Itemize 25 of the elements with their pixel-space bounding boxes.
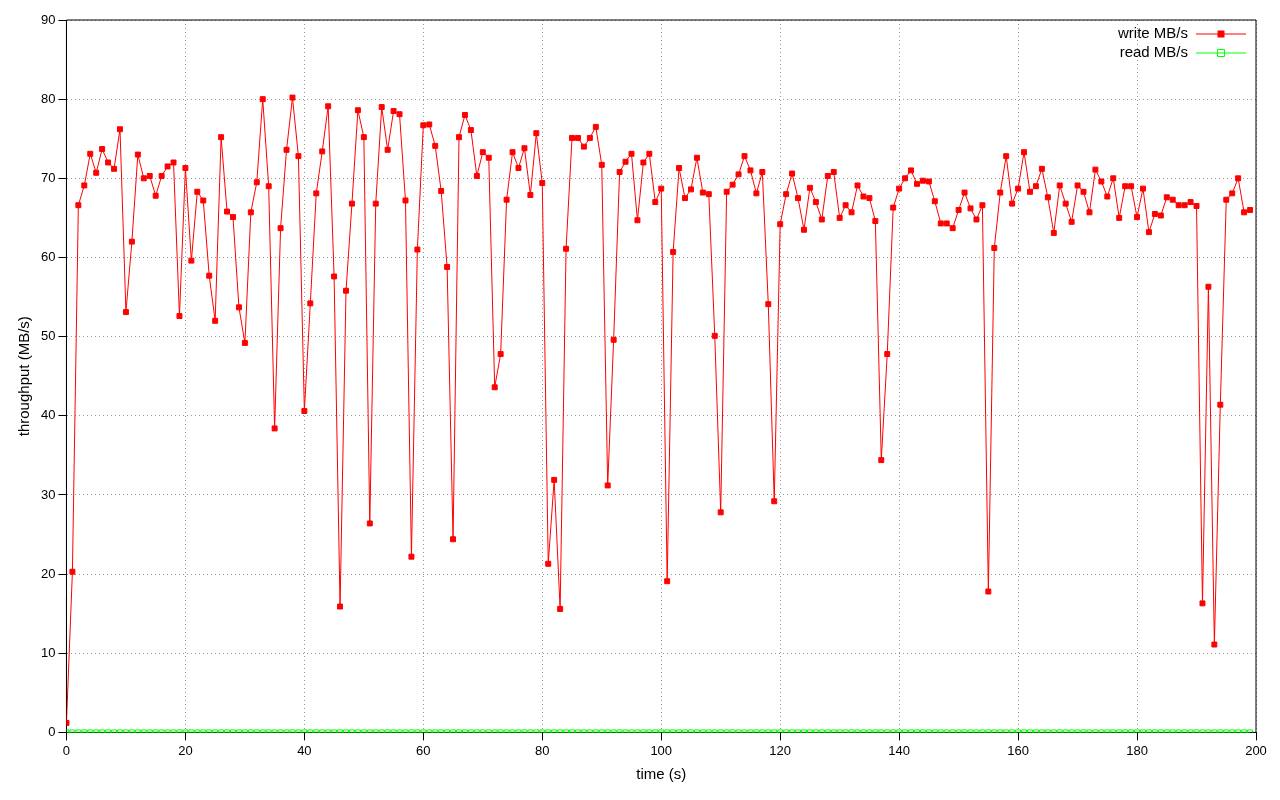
x-tick-label: 40 — [297, 742, 312, 758]
y-tick-label: 80 — [40, 90, 56, 106]
x-tick-label: 180 — [1126, 742, 1148, 758]
y-tick-label: 90 — [40, 11, 56, 27]
x-tick-label: 160 — [1007, 742, 1029, 758]
x-axis-title: time (s) — [636, 765, 687, 783]
y-tick-label: 50 — [40, 328, 56, 344]
legend-label: read MB/s — [1119, 43, 1188, 61]
x-tick-label: 120 — [769, 742, 792, 758]
y-tick-label: 30 — [40, 486, 56, 502]
legend-label: write MB/s — [1116, 24, 1188, 42]
x-tick-label: 60 — [416, 742, 431, 758]
x-tick-label: 140 — [888, 742, 910, 758]
x-tick-label: 0 — [62, 742, 71, 758]
y-tick-label: 60 — [40, 249, 56, 265]
y-tick-label: 10 — [40, 644, 56, 660]
x-tick-label: 100 — [650, 742, 673, 758]
y-axis-title: throughput (MB/s) — [15, 316, 33, 437]
y-tick-label: 20 — [40, 565, 56, 581]
x-tick-label: 200 — [1245, 742, 1267, 758]
x-tick-label: 80 — [535, 742, 550, 758]
x-tick-label: 20 — [178, 742, 193, 758]
y-tick-label: 40 — [40, 407, 56, 423]
y-tick-label: 0 — [48, 723, 56, 739]
y-tick-label: 70 — [40, 169, 56, 185]
